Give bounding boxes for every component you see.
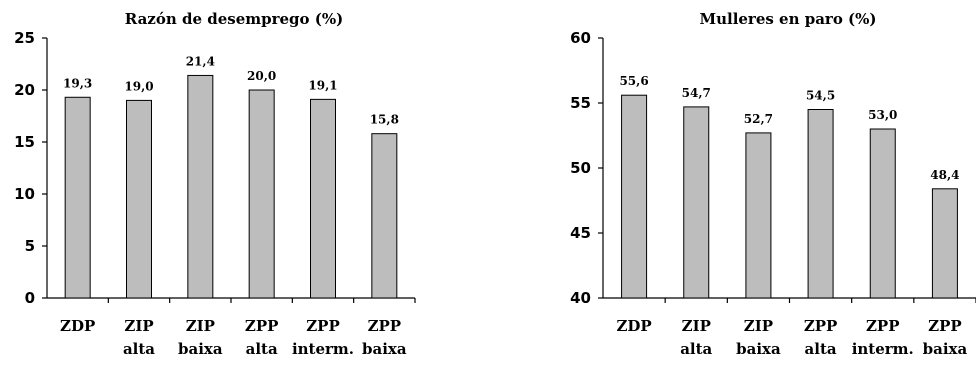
y-tick-label: 10	[14, 185, 35, 203]
data-label: 19,1	[308, 78, 337, 92]
y-tick-label: 50	[570, 159, 591, 177]
x-tick-label-line: baixa	[923, 340, 968, 358]
x-tick-label-line: ZPP	[245, 317, 279, 335]
x-tick-label-line: ZPP	[306, 317, 340, 335]
y-tick-label: 60	[570, 29, 591, 47]
x-tick-label-line: baixa	[178, 340, 223, 358]
y-tick-label: 25	[14, 29, 35, 47]
x-tick-label: ZIP baixa	[736, 317, 781, 358]
x-tick-label-line: interm.	[292, 340, 354, 358]
data-label: 54,7	[682, 86, 711, 100]
x-tick-label-line: ZPP	[866, 317, 900, 335]
x-tick-label-line: ZIP	[124, 317, 153, 335]
x-tick-label: ZPP alta	[804, 317, 838, 358]
data-label: 48,4	[930, 168, 959, 182]
x-tick-label-line: alta	[123, 340, 155, 358]
x-tick-label-line: ZIP	[186, 317, 215, 335]
bar	[187, 74, 214, 299]
y-tick-label: 40	[570, 289, 591, 307]
y-tick-label: 55	[570, 94, 591, 112]
data-label: 53,0	[868, 108, 897, 122]
data-label: 19,3	[63, 76, 92, 90]
x-tick-label-line: alta	[805, 340, 837, 358]
x-tick-label: ZIP alta	[680, 317, 712, 358]
x-tick-label: ZPP interm.	[292, 317, 354, 358]
x-tick-label-line: ZDP	[60, 317, 95, 335]
y-tick-label: 5	[25, 237, 35, 255]
bar	[310, 98, 336, 299]
x-tick-label-line: ZIP	[682, 317, 711, 335]
x-tick-label: ZDP	[60, 317, 95, 335]
x-tick-label: ZDP	[616, 317, 651, 335]
x-tick-label-line: ZIP	[744, 317, 773, 335]
data-label: 21,4	[186, 54, 215, 68]
bar	[64, 96, 91, 299]
data-label: 20,0	[247, 69, 276, 83]
bar	[371, 133, 398, 299]
x-tick-label: ZIP baixa	[178, 317, 223, 358]
data-label: 19,0	[124, 79, 153, 93]
x-tick-label: ZPP alta	[245, 317, 279, 358]
bar	[248, 89, 275, 299]
bar	[621, 94, 648, 299]
bar	[745, 132, 772, 299]
y-tick-label: 20	[14, 81, 35, 99]
unemployment-rate-chart: Razón de desemprego (%) 0 5 10 15 20 25 19,3 ZD…	[14, 10, 416, 358]
y-tick-label: 15	[14, 133, 35, 151]
x-tick-label-line: baixa	[362, 340, 407, 358]
bar	[683, 106, 710, 299]
unemployed-women-chart: Mulleres en paro (%) 40 45 50 55 60 55,6 ZDP 54…	[570, 10, 976, 358]
data-label: 55,6	[619, 74, 648, 88]
y-tick-label: 0	[25, 289, 35, 307]
bar	[931, 188, 958, 299]
chart-title: Razón de desemprego (%)	[125, 10, 343, 28]
x-tick-label-line: interm.	[852, 340, 914, 358]
x-tick-label-line: alta	[680, 340, 712, 358]
data-label: 15,8	[370, 113, 399, 127]
bar	[126, 99, 152, 299]
x-tick-label-line: baixa	[736, 340, 781, 358]
x-tick-label: ZPP baixa	[923, 317, 968, 358]
chart-title: Mulleres en paro (%)	[699, 10, 876, 28]
data-label: 54,5	[806, 89, 835, 103]
bar	[807, 109, 834, 299]
x-tick-label-line: alta	[246, 340, 278, 358]
x-tick-label-line: ZPP	[804, 317, 838, 335]
x-tick-label: ZPP interm.	[852, 317, 914, 358]
x-tick-label-line: ZPP	[928, 317, 962, 335]
x-tick-label-line: ZDP	[616, 317, 651, 335]
data-label: 52,7	[744, 112, 773, 126]
x-tick-label-line: ZPP	[368, 317, 402, 335]
x-tick-label: ZIP alta	[123, 317, 155, 358]
y-tick-label: 45	[570, 224, 591, 242]
x-tick-label: ZPP baixa	[362, 317, 407, 358]
bar	[869, 128, 896, 299]
